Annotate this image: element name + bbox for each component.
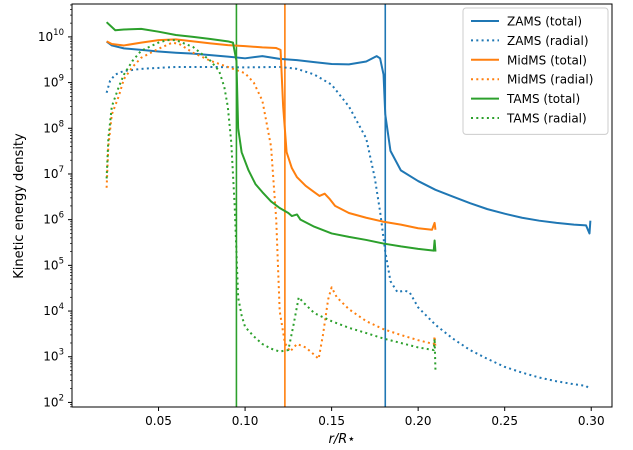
legend-label-2: MidMS (total): [507, 53, 587, 67]
reference-lines: [235, 4, 387, 407]
y-axis-label: Kinetic energy density: [12, 133, 27, 279]
y-tick-label-6: 108: [43, 119, 64, 135]
y-tick-label-3: 105: [43, 256, 64, 272]
x-tick-label-5: 0.30: [578, 414, 605, 428]
x-tick-label-3: 0.20: [405, 414, 432, 428]
series-layer: [105, 21, 592, 390]
legend-label-3: MidMS (radial): [507, 73, 593, 87]
legend-label-0: ZAMS (total): [507, 15, 582, 29]
y-tick-label-5: 107: [43, 165, 64, 181]
y-tick-label-2: 104: [43, 302, 64, 318]
y-tick-label-7: 109: [43, 74, 64, 90]
series-line-0: [106, 40, 592, 235]
legend-label-5: TAMS (radial): [506, 112, 587, 126]
plot-frame: [71, 3, 613, 408]
x-tick-label-0: 0.05: [145, 414, 172, 428]
x-axis: 0.05 0.10 0.15 0.20 0.25 0.30: [145, 407, 605, 428]
x-tick-label-4: 0.25: [491, 414, 518, 428]
series-line-3: [105, 41, 437, 360]
x-tick-label-2: 0.15: [318, 414, 345, 428]
series-line-4: [105, 21, 437, 252]
y-tick-label-4: 106: [43, 211, 64, 227]
y-tick-label-1: 103: [43, 348, 64, 364]
series-line-2: [106, 38, 437, 231]
legend-label-4: TAMS (total): [506, 92, 580, 106]
y-axis: 102 103 104 105 106 107 108 109 1010: [38, 4, 72, 409]
legend-box: [462, 7, 609, 135]
y-tick-label-8: 1010: [38, 28, 64, 44]
series-line-1: [105, 65, 591, 390]
legend: ZAMS (total) ZAMS (radial) MidMS (total) Mi…: [462, 7, 609, 135]
y-tick-label-0: 102: [43, 393, 64, 409]
x-tick-label-1: 0.10: [232, 414, 259, 428]
legend-label-1: ZAMS (radial): [507, 34, 589, 48]
series-line-5: [105, 39, 437, 371]
x-axis-label: r/R⋆: [329, 432, 356, 447]
